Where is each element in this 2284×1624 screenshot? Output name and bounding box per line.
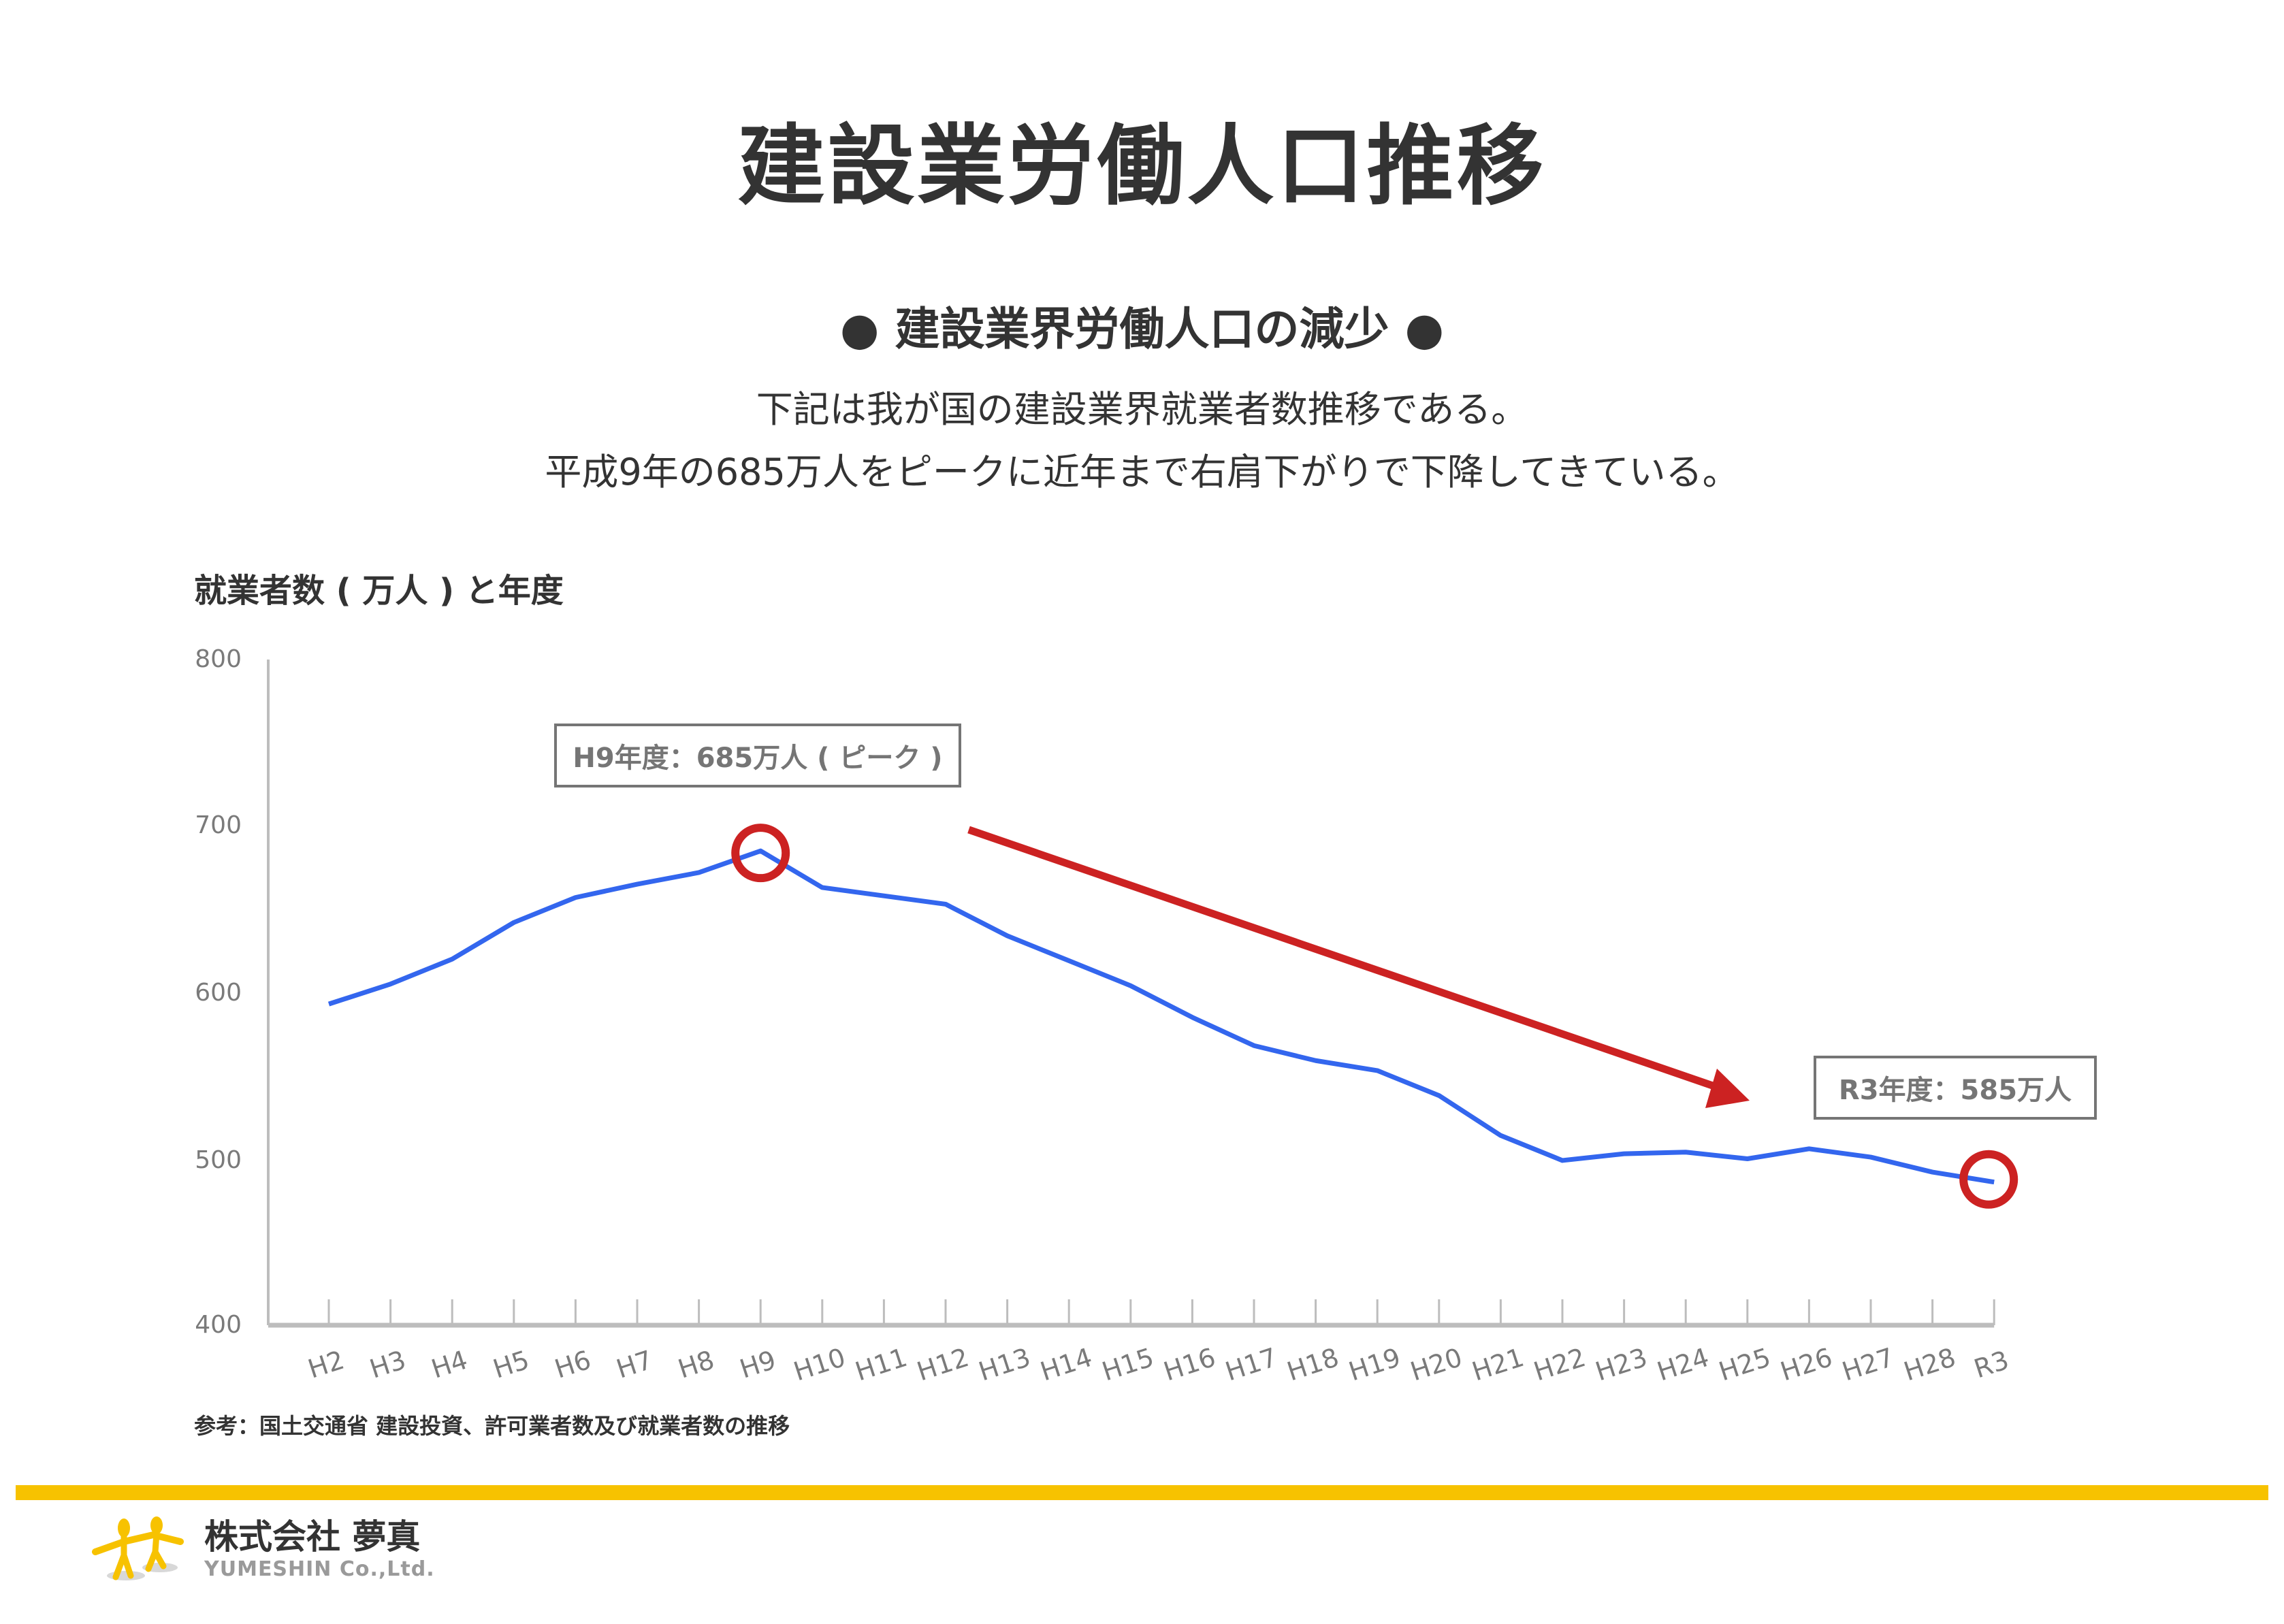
x-tick-label: H6 — [551, 1345, 594, 1384]
x-tick-label: H4 — [428, 1345, 471, 1384]
x-tick-label: H12 — [914, 1342, 973, 1387]
y-tick-label: 600 — [195, 979, 242, 1007]
company-name-jp: 株式会社 夢真 — [204, 1516, 421, 1557]
x-tick-label: H14 — [1037, 1342, 1096, 1387]
y-tick-label: 700 — [195, 811, 242, 839]
peak-circle-marker — [731, 824, 790, 883]
x-tick-label: H15 — [1098, 1342, 1157, 1387]
latest-circle-marker — [1959, 1150, 2018, 1209]
page-title-text: 建設業労働人口推移 — [737, 116, 1547, 217]
x-tick-label: H9 — [736, 1345, 779, 1384]
description-line-1: 下記は我が国の建設業界就業者数推移である。 — [756, 388, 1528, 431]
title-block: 建設業労働人口推移 — [0, 116, 2284, 222]
chart-title: 就業者数 ( 万人 ) と年度 — [194, 572, 564, 610]
x-tick-label: H20 — [1406, 1342, 1466, 1387]
x-tick-label: H10 — [790, 1342, 849, 1387]
x-tick-label: H22 — [1530, 1342, 1590, 1387]
section-subtitle: ● 建設業界労働人口の減少 ● — [839, 303, 1445, 355]
x-tick-label: R3 — [1970, 1345, 2012, 1384]
x-tick-label: H18 — [1283, 1342, 1342, 1387]
latest-callout: R3年度：585万人 — [1814, 1056, 2097, 1120]
company-logo: 株式会社 夢真 YUMESHIN Co.,Ltd. — [89, 1514, 435, 1582]
x-tick-label: H28 — [1900, 1342, 1959, 1387]
x-tick-label: H7 — [613, 1345, 656, 1384]
y-tick-label: 800 — [195, 645, 242, 673]
description-line-2: 平成9年の685万人をピークに近年まで右肩下がりで下降してきている。 — [545, 451, 1739, 493]
x-tick-label: H25 — [1715, 1342, 1774, 1387]
x-tick-label: H27 — [1839, 1342, 1898, 1387]
source-note: 参考：国土交通省 建設投資、許可業者数及び就業者数の推移 — [194, 1413, 790, 1439]
x-tick-label: H23 — [1592, 1342, 1651, 1387]
x-axis-labels: H2 H3 H4 H5 H6 H7 H8 H9 H10 H11 H12 H13 H14 H15 H16 H17… — [304, 1342, 2012, 1387]
x-tick-label: H2 — [304, 1345, 348, 1384]
y-tick-label: 400 — [195, 1311, 242, 1339]
chart-axes — [267, 660, 1995, 1328]
x-tick-label: H8 — [675, 1345, 718, 1384]
x-tick-label: H17 — [1222, 1342, 1281, 1387]
description: 下記は我が国の建設業界就業者数推移である。 平成9年の685万人をピークに近年ま… — [0, 378, 2284, 504]
page-title: 建設業労働人口推移 — [730, 116, 1554, 222]
footer-divider — [16, 1485, 2268, 1500]
x-tick-label: H19 — [1345, 1342, 1404, 1387]
series-line — [327, 848, 1995, 1185]
x-tick-label: H21 — [1468, 1342, 1528, 1387]
trend-arrow-icon — [967, 826, 1750, 1108]
x-tick-label: H16 — [1160, 1342, 1219, 1387]
y-tick-label: 500 — [195, 1146, 242, 1174]
x-tick-label: H26 — [1777, 1342, 1836, 1387]
x-tick-label: H24 — [1654, 1342, 1713, 1387]
x-tick-label: H13 — [975, 1342, 1034, 1387]
company-name-en: YUMESHIN Co.,Ltd. — [204, 1557, 435, 1581]
logo-people-icon — [92, 1516, 184, 1580]
x-tick-label: H5 — [489, 1345, 533, 1384]
x-tick-label: H3 — [366, 1345, 410, 1384]
peak-callout: H9年度：685万人 ( ピーク ) — [554, 724, 961, 787]
x-tick-label: H11 — [852, 1342, 911, 1387]
